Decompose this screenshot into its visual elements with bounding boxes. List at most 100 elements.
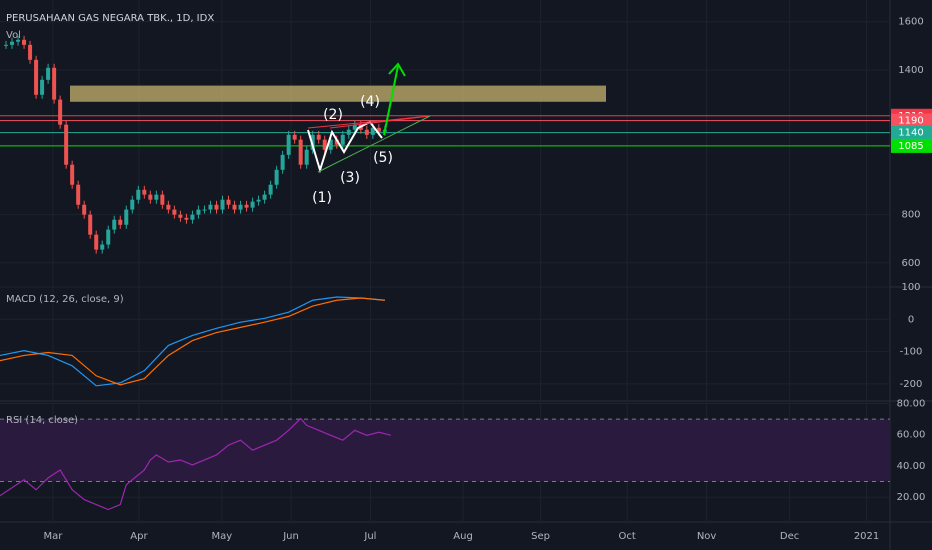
chart-title: PERUSAHAAN GAS NEGARA TBK., 1D, IDX [6, 13, 214, 24]
candle [178, 214, 183, 218]
candle [226, 199, 231, 205]
candle [280, 154, 285, 170]
candle [334, 139, 339, 145]
level-tag [891, 113, 932, 128]
wave-label: (2) [323, 107, 343, 123]
candle [346, 129, 351, 135]
candle [46, 67, 51, 80]
candle [172, 209, 177, 215]
level-label: 1140 [898, 128, 923, 139]
candle [64, 124, 69, 165]
series-line [0, 297, 385, 386]
candle [58, 99, 63, 125]
candle [202, 209, 207, 211]
candle [112, 219, 117, 230]
candle [70, 164, 75, 185]
level-label: 1085 [898, 141, 923, 152]
rsi-title: RSI (14, close) [6, 415, 78, 426]
y-tick-label: 800 [901, 210, 920, 221]
candle [124, 209, 129, 225]
x-tick-label: Sep [531, 531, 550, 542]
y-tick-label: 40.00 [897, 461, 926, 472]
y-tick-label: 1400 [898, 65, 923, 76]
level-tag [891, 125, 932, 140]
candle [28, 44, 33, 60]
macd-title: MACD (12, 26, close, 9) [6, 294, 124, 305]
candle [340, 134, 345, 145]
y-tick-label: 60.00 [897, 430, 926, 441]
y-tick-label: 0 [908, 314, 914, 325]
candle [244, 204, 249, 208]
candle [160, 194, 165, 205]
candle [22, 39, 27, 45]
arrow [383, 65, 399, 136]
candle [376, 127, 381, 132]
candle [196, 209, 201, 215]
candle [52, 67, 57, 100]
candle [184, 217, 189, 220]
candle [148, 194, 153, 200]
y-tick-label: -200 [900, 379, 923, 390]
series-line [0, 417, 392, 511]
series-line [0, 296, 385, 387]
x-tick-label: Apr [130, 531, 148, 542]
candle [76, 184, 81, 205]
candle [4, 44, 9, 46]
candle [298, 139, 303, 165]
x-tick-label: 2021 [854, 531, 879, 542]
candle [352, 124, 357, 130]
candle [40, 79, 45, 95]
candle [274, 169, 279, 185]
candle [82, 204, 87, 215]
candle [136, 189, 141, 200]
x-tick-label: May [212, 531, 233, 542]
x-tick-label: Jun [282, 531, 299, 542]
y-tick-label: 80.00 [897, 399, 926, 410]
volume-label: Vol [6, 30, 21, 41]
candle [316, 134, 321, 140]
candle [370, 127, 375, 135]
zone [70, 85, 606, 102]
y-tick-label: 20.00 [897, 492, 926, 503]
arrow-head [388, 62, 406, 77]
level-label: 1190 [898, 116, 923, 127]
candle [100, 244, 105, 250]
level-tag [891, 138, 932, 153]
wave-label: (5) [373, 150, 393, 166]
candle [220, 199, 225, 210]
candle [328, 139, 333, 150]
candle [238, 204, 243, 210]
x-tick-label: Nov [697, 531, 717, 542]
y-tick-label: 600 [901, 258, 920, 269]
candle [364, 129, 369, 135]
candle [88, 214, 93, 235]
candle [130, 199, 135, 210]
candle [118, 219, 123, 225]
candle [322, 139, 327, 150]
candle [166, 204, 171, 210]
candle [34, 59, 39, 95]
wave-labels: (1) (2) (3) (4) (5) [312, 94, 393, 206]
x-tick-label: Aug [453, 531, 473, 542]
candle [262, 194, 267, 200]
candle [208, 204, 213, 210]
candle [304, 149, 309, 165]
y-tick-label: 100 [901, 282, 920, 293]
wave-label: (1) [312, 190, 332, 206]
candle [10, 41, 15, 45]
x-tick-label: Jul [363, 531, 376, 542]
candle [16, 39, 21, 42]
rsi-band [0, 419, 890, 482]
x-tick-label: Dec [780, 531, 799, 542]
wave-label: (3) [340, 170, 360, 186]
x-tick-label: Mar [43, 531, 63, 542]
candle [286, 134, 291, 155]
candle [232, 204, 237, 210]
candle [106, 229, 111, 245]
candle [190, 214, 195, 220]
candle [94, 234, 99, 250]
candle [292, 134, 297, 140]
